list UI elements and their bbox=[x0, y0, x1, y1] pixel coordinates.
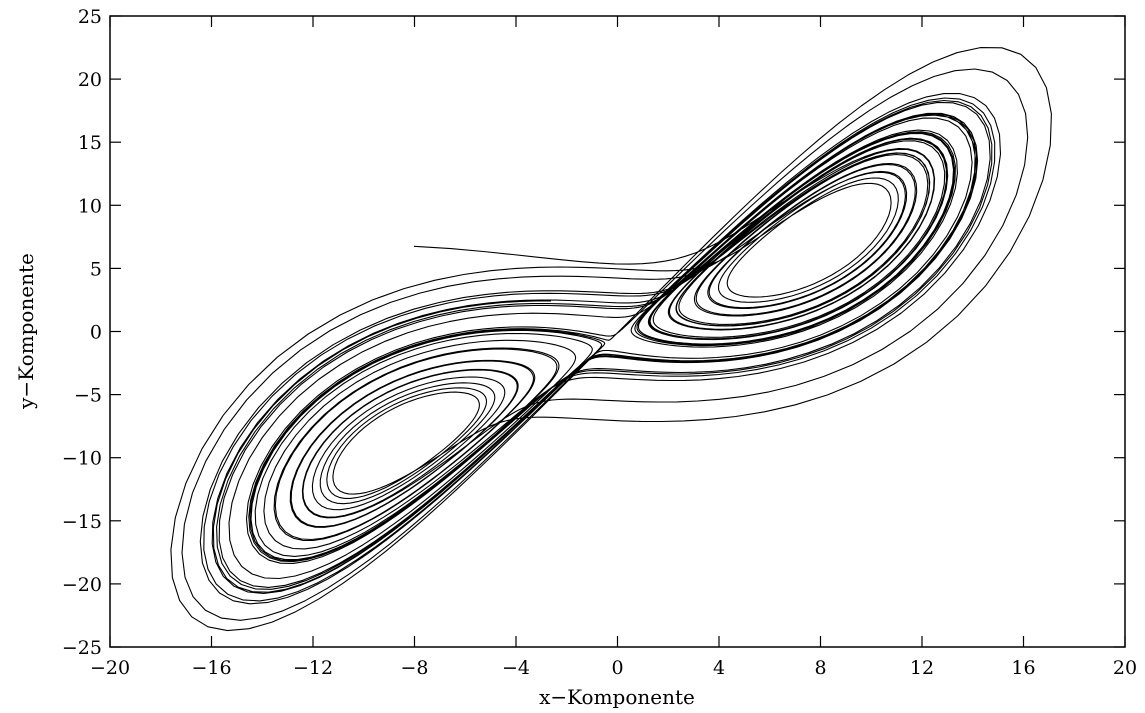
x-tick-label: 12 bbox=[910, 657, 934, 679]
y-tick-label: −10 bbox=[62, 448, 102, 470]
x-tick-label: 0 bbox=[611, 657, 623, 679]
x-tick-label: −20 bbox=[90, 657, 130, 679]
axis-ticks bbox=[109, 15, 1126, 648]
x-tick-label: −4 bbox=[502, 657, 530, 679]
x-tick-label: 8 bbox=[814, 657, 826, 679]
x-tick-label: 20 bbox=[1113, 657, 1137, 679]
y-tick-label: 20 bbox=[78, 69, 102, 91]
y-axis-title: y−Komponente bbox=[14, 253, 38, 410]
x-axis-title: x−Komponente bbox=[539, 685, 695, 709]
x-tick-label: 4 bbox=[713, 657, 725, 679]
x-tick-label: −16 bbox=[191, 657, 231, 679]
y-tick-label: 0 bbox=[90, 322, 102, 344]
y-tick-label: −5 bbox=[74, 385, 102, 407]
y-tick-label: 5 bbox=[90, 258, 102, 280]
x-tick-label: 16 bbox=[1011, 657, 1035, 679]
x-tick-label: −12 bbox=[293, 657, 333, 679]
attractor-trajectory-line bbox=[170, 47, 1052, 632]
y-tick-label: 15 bbox=[78, 132, 102, 154]
y-tick-label: −20 bbox=[62, 574, 102, 596]
x-tick-label: −8 bbox=[400, 657, 428, 679]
x-axis-tick-labels: −20 −16 −12 −8 −4 0 4 8 12 16 20 bbox=[90, 657, 1137, 679]
y-tick-label: −25 bbox=[62, 637, 102, 659]
y-tick-label: 10 bbox=[78, 195, 102, 217]
y-tick-label: 25 bbox=[78, 6, 102, 28]
y-axis-tick-labels: −25 −20 −15 −10 −5 0 5 10 15 20 25 bbox=[62, 6, 102, 659]
y-tick-label: −15 bbox=[62, 511, 102, 533]
